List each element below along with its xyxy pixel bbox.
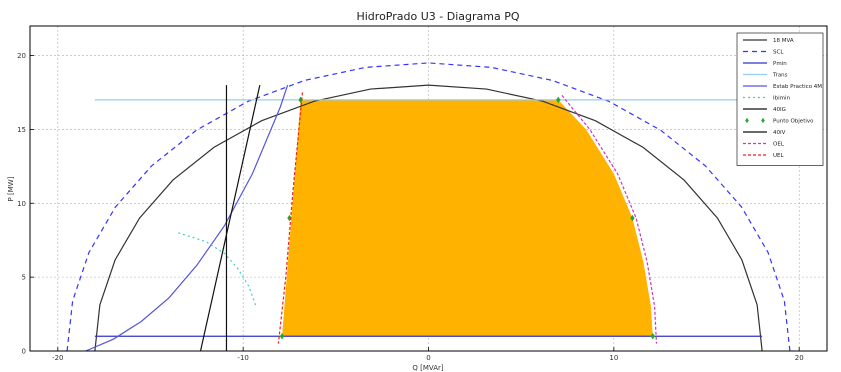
y-tick-label-2: 10 xyxy=(17,200,26,208)
chart-title: HidroPrado U3 - Diagrama PQ xyxy=(356,10,519,23)
legend-label-40iv: 40IV xyxy=(773,130,786,136)
x-tick-label-0: -20 xyxy=(52,354,63,362)
y-axis-label: P [MW] xyxy=(7,176,15,201)
point-punto-objetivo-5 xyxy=(650,333,655,340)
series-layer xyxy=(66,62,791,352)
legend: 18 MVA SCL Pmin Trans Estab Practico 4M Ibimi… xyxy=(736,32,824,166)
series-line-uel xyxy=(277,92,304,344)
x-tick-label-2: 0 xyxy=(426,354,430,362)
legend-label-40ig: 40IG xyxy=(773,107,786,113)
series-line-estab-practico-4m xyxy=(85,84,289,352)
y-tick-label-3: 15 xyxy=(17,126,26,134)
point-punto-objetivo-3 xyxy=(556,96,561,104)
series-line-scl xyxy=(66,62,791,352)
x-tick-label-1: -10 xyxy=(237,354,248,362)
y-tick-label-0: 0 xyxy=(22,348,26,356)
series-line-40ig xyxy=(199,84,261,352)
legend-label-estab-practico-4m: Estab Practico 4M xyxy=(773,84,822,90)
point-punto-objetivo-0 xyxy=(279,333,285,340)
legend-label-18-mva: 18 MVA xyxy=(773,38,794,44)
series-line-18-mva xyxy=(94,84,763,352)
point-punto-objetivo-4 xyxy=(630,214,635,222)
x-tick-label-3: 10 xyxy=(609,354,618,362)
legend-label-oel: OEL xyxy=(773,142,785,148)
legend-label-trans: Trans xyxy=(772,73,788,79)
x-tick-label-4: 20 xyxy=(795,354,804,362)
legend-label-punto-objetivo: Punto Objetivo xyxy=(773,119,814,125)
operating-region-layer xyxy=(282,99,653,337)
legend-box xyxy=(736,32,824,166)
operating-region-fill xyxy=(282,99,653,337)
legend-label-uel: UEL xyxy=(773,153,785,159)
x-axis-label: Q [MVAr] xyxy=(412,364,444,372)
series-line-ibimin xyxy=(178,232,257,307)
y-tick-label-1: 5 xyxy=(22,274,26,282)
legend-label-pmin: Pmin xyxy=(773,61,787,67)
legend-marker-punto-objetivo-1 xyxy=(761,117,765,124)
legend-marker-punto-objetivo-0 xyxy=(745,117,749,124)
ticks-layer: -20 -10 0 10 20 0 5 10 15 20 xyxy=(17,52,804,362)
legend-label-ibimin: Ibimin xyxy=(773,96,791,102)
legend-label-scl: SCL xyxy=(773,50,784,56)
y-tick-label-4: 20 xyxy=(17,52,26,60)
